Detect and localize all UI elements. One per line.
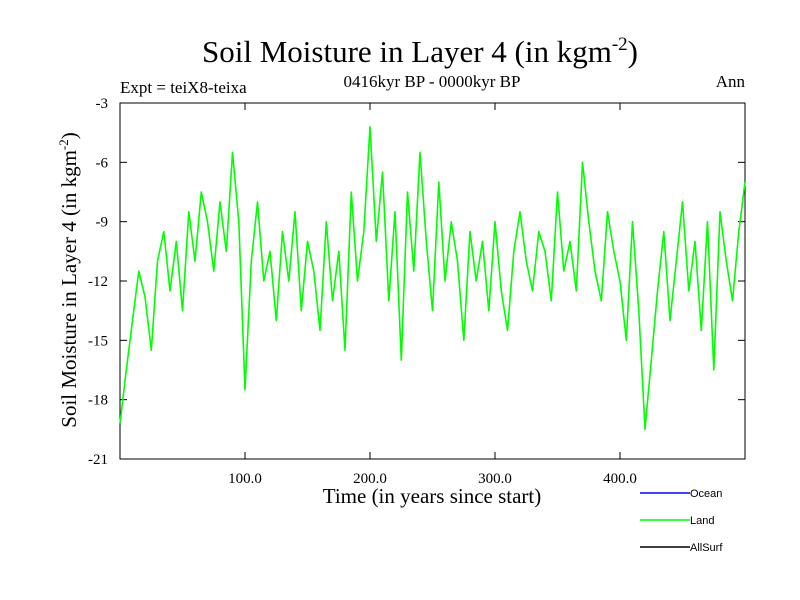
chart-subtitle: 0416kyr BP - 0000kyr BP	[344, 72, 521, 91]
chart-title-main: Soil Moisture in Layer 4 (in kgm	[202, 34, 612, 69]
y-axis-label: Soil Moisture in Layer 4 (in kgm-2)	[56, 132, 81, 427]
legend-label-allsurf: AllSurf	[690, 542, 723, 554]
y-axis-label-main: Soil Moisture in Layer 4 (in kgm	[57, 150, 81, 428]
chart-title-superscript: -2	[612, 34, 628, 55]
series-group	[119, 125, 746, 431]
legend: Ocean Land AllSurf	[640, 488, 723, 554]
x-tick-label-300: 300.0	[478, 471, 512, 487]
y-tick-label--6: -6	[96, 155, 109, 171]
season-label: Ann	[716, 72, 746, 91]
experiment-label: Expt = teiX8-teixa	[120, 78, 247, 97]
x-ticks: 100.0 200.0 300.0 400.0	[228, 103, 637, 487]
y-tick-label--3: -3	[96, 96, 109, 112]
y-tick-label--9: -9	[96, 215, 109, 231]
series-line-land	[119, 125, 746, 431]
y-ticks: -3 -6 -9 -12 -15 -18 -21	[88, 96, 745, 468]
legend-label-land: Land	[690, 515, 714, 527]
y-tick-label--21: -21	[88, 452, 108, 468]
legend-label-ocean: Ocean	[690, 488, 722, 500]
y-tick-label--18: -18	[88, 393, 108, 409]
chart-title-close: )	[628, 34, 638, 69]
y-axis-label-superscript: -2	[56, 139, 71, 150]
y-tick-label--15: -15	[88, 333, 108, 349]
x-tick-label-400: 400.0	[603, 471, 637, 487]
x-axis-label: Time (in years since start)	[323, 484, 542, 508]
x-tick-label-100: 100.0	[228, 471, 262, 487]
y-tick-label--12: -12	[88, 274, 108, 290]
y-axis-label-close: )	[57, 132, 81, 139]
chart-title: Soil Moisture in Layer 4 (in kgm-2)	[202, 34, 638, 69]
x-tick-label-200: 200.0	[353, 471, 387, 487]
plot-frame	[119, 102, 746, 460]
